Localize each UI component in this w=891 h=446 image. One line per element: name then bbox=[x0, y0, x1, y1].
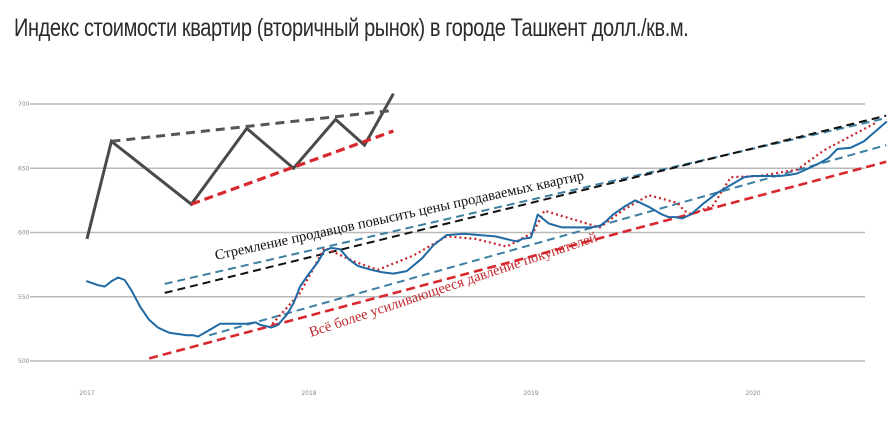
chart-title: Индекс стоимости квартир (вторичный рыно… bbox=[14, 14, 689, 42]
trend-lines bbox=[85, 92, 887, 360]
x-tick-label: 2018 bbox=[301, 390, 316, 397]
x-tick-label: 2020 bbox=[745, 390, 760, 397]
zigzag-schematic bbox=[85, 92, 395, 240]
schematic-upper-line bbox=[111, 108, 394, 143]
schematic-lower-line bbox=[190, 129, 394, 206]
series bbox=[86, 121, 888, 338]
y-axis-ticks: 500 550 600 650 700 bbox=[18, 101, 30, 365]
red-support-line bbox=[148, 160, 887, 360]
grid bbox=[30, 103, 865, 362]
black-resistance-line bbox=[164, 114, 887, 294]
y-tick-label: 500 bbox=[18, 358, 30, 365]
x-tick-label: 2019 bbox=[523, 390, 538, 397]
red-dotted-line bbox=[268, 121, 878, 329]
annotation-buyers: Всё более усиливающееся давление покупат… bbox=[307, 230, 599, 341]
y-tick-label: 700 bbox=[18, 101, 30, 108]
price-index-line bbox=[86, 121, 888, 338]
y-tick-label: 650 bbox=[18, 165, 30, 172]
y-tick-label: 550 bbox=[18, 294, 30, 301]
x-axis-ticks: 2017 2018 2019 2020 bbox=[79, 390, 760, 397]
annotation-sellers: Стремление продавцов повысить цены прода… bbox=[213, 168, 585, 264]
y-tick-label: 600 bbox=[18, 230, 30, 237]
x-tick-label: 2017 bbox=[79, 390, 94, 397]
